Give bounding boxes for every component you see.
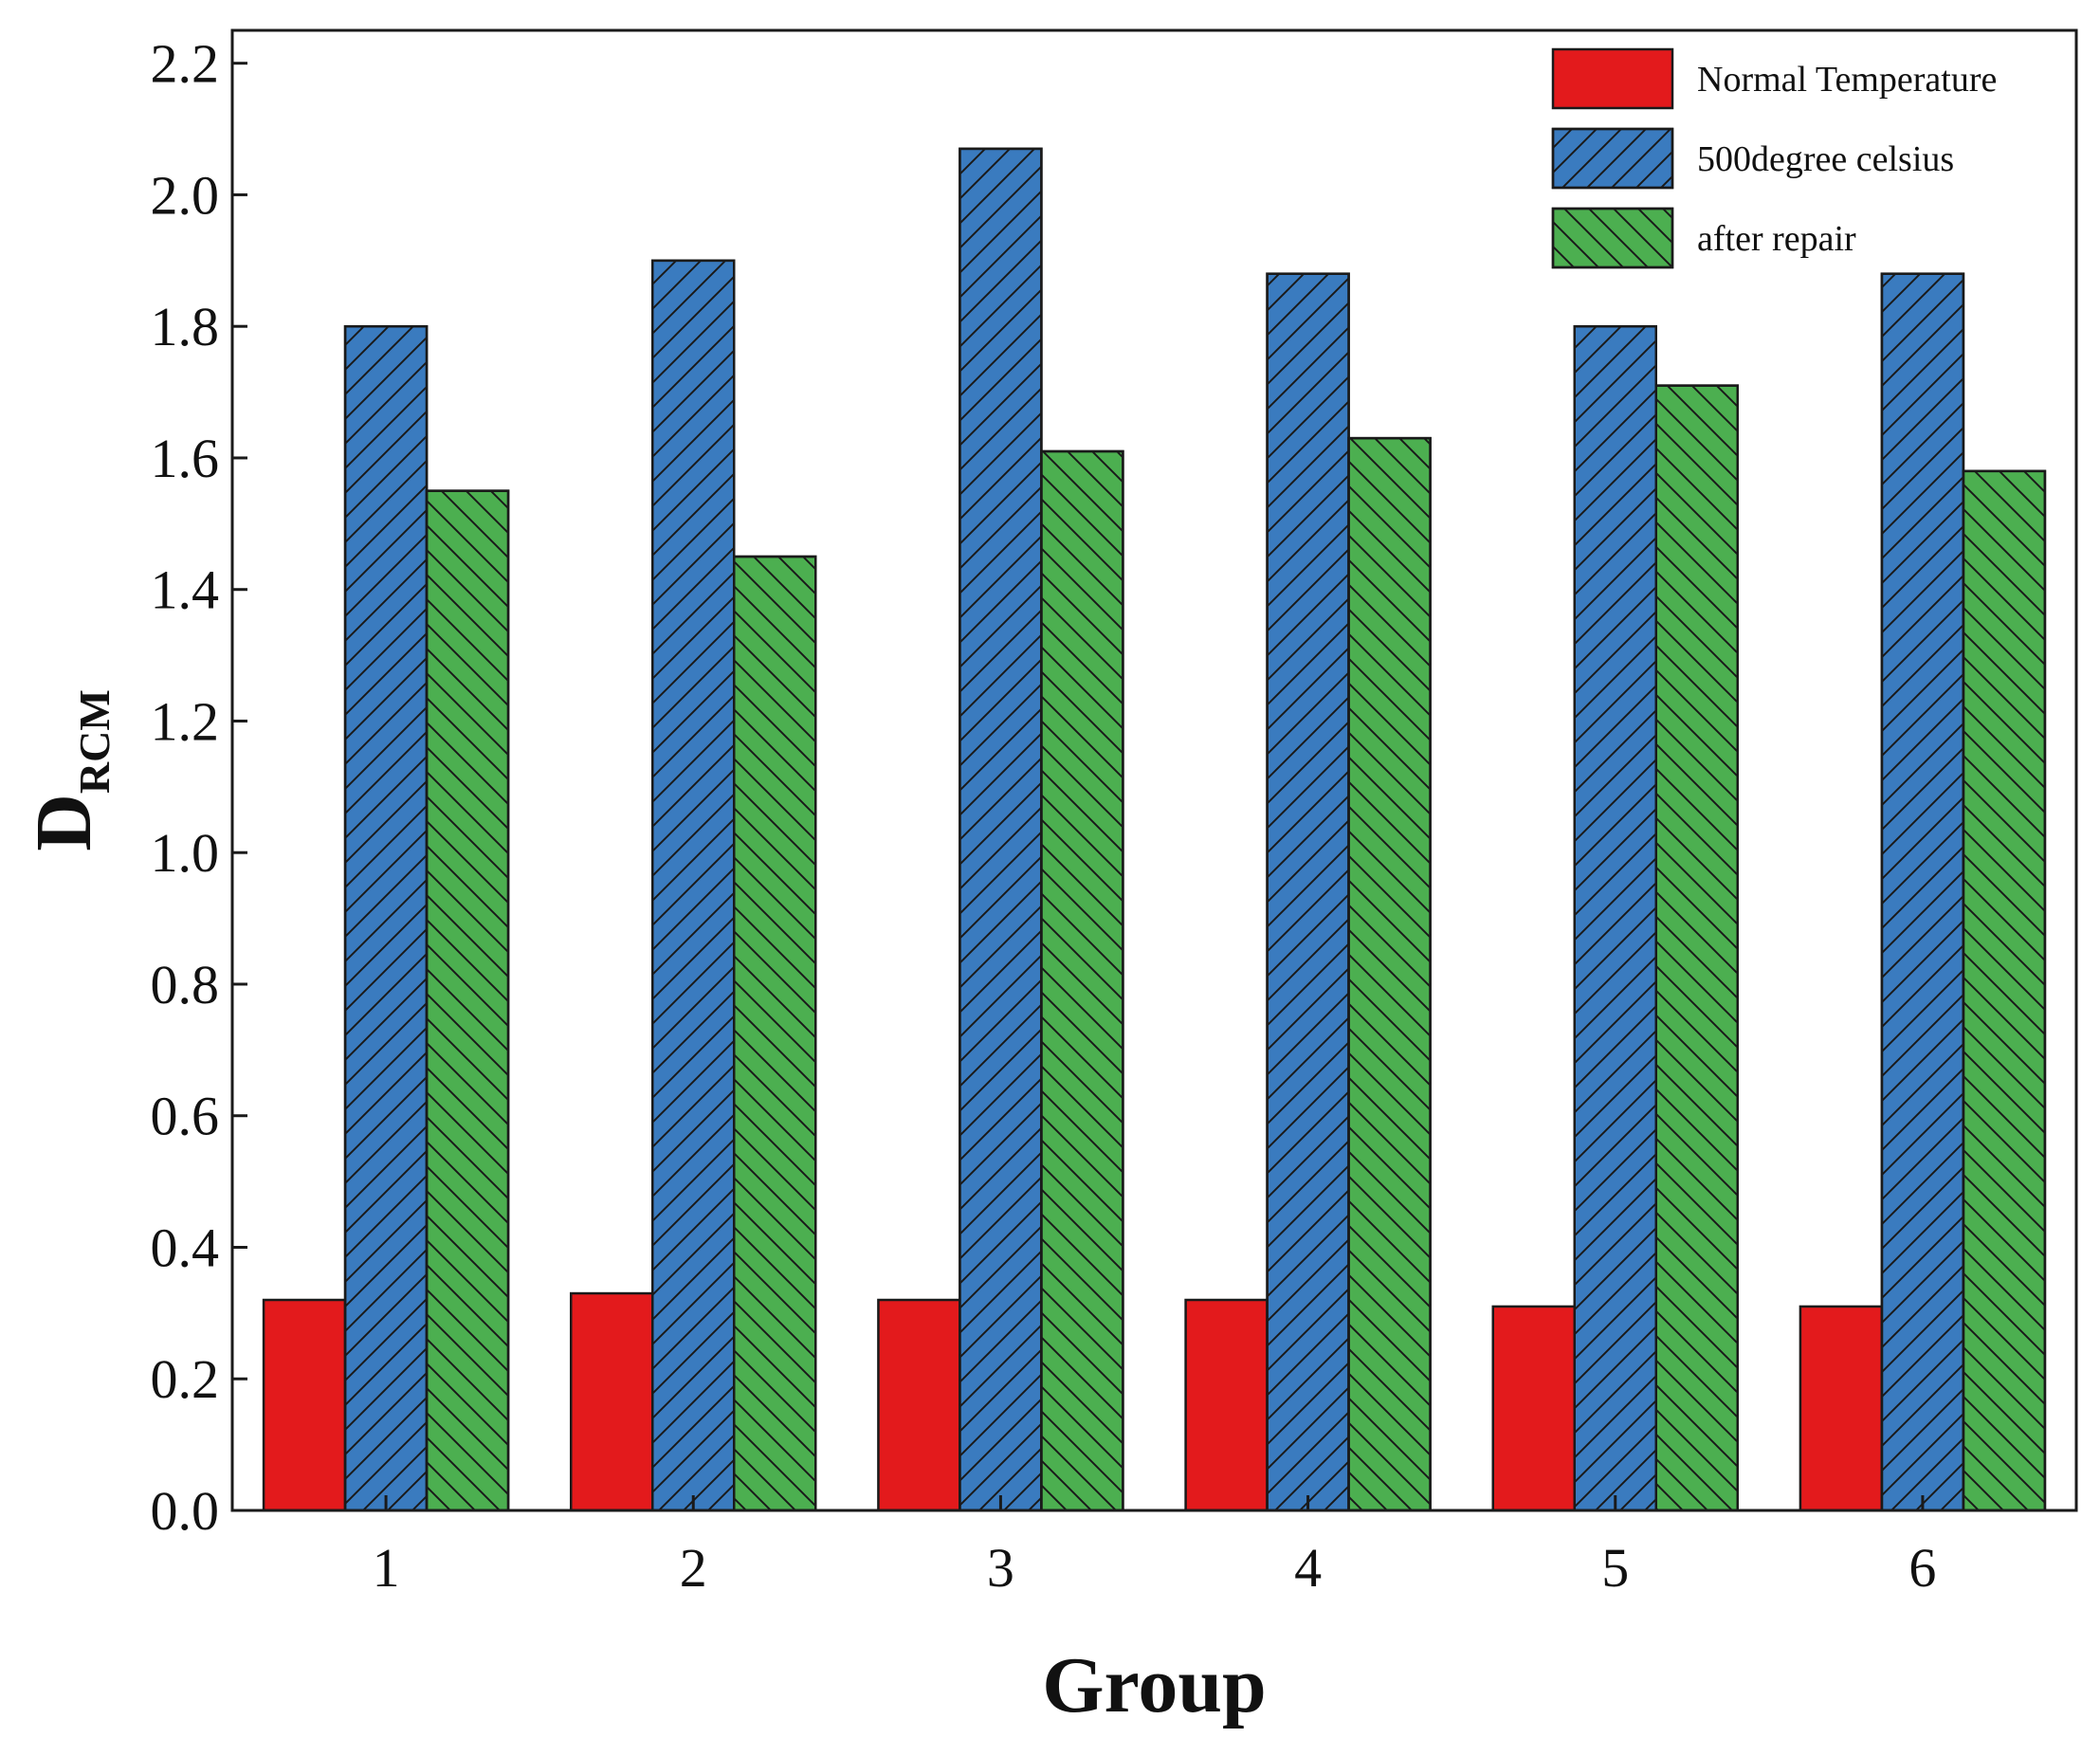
x-tick-label-4: 4: [1294, 1537, 1322, 1599]
legend-label-after-repair: after repair: [1697, 219, 1856, 259]
bar-normal-temperature-group-2: [570, 1291, 654, 1512]
y-axis-title: DRCM: [20, 689, 119, 851]
plot-frame: [230, 28, 2078, 1512]
y-tick-label-1.6: 1.6: [151, 428, 220, 489]
bar-normal-temperature-group-3: [877, 1298, 961, 1512]
legend-swatch-after-repair-hatch: [1551, 207, 1674, 269]
legend-label-normal-temperature: Normal Temperature: [1697, 60, 1997, 100]
y-tick-label-0.6: 0.6: [151, 1086, 220, 1147]
y-axis-title-main: D: [20, 794, 108, 851]
bar-500degree-celsius-group-3-hatch: [959, 147, 1043, 1512]
y-tick-label-2.2: 2.2: [151, 33, 220, 95]
y-tick-label-1.4: 1.4: [151, 559, 220, 621]
bar-after-repair-group-2-hatch: [733, 555, 817, 1512]
bar-after-repair-group-1-hatch: [425, 489, 510, 1512]
y-tick-label-1.0: 1.0: [151, 822, 220, 884]
bars-layer: [262, 147, 2047, 1512]
legend: Normal Temperature 500degree celsius after…: [1551, 47, 1997, 269]
legend-swatch-500degree-celsius-hatch: [1551, 127, 1674, 190]
bar-after-repair-group-5-hatch: [1654, 384, 1739, 1512]
x-tick-label-2: 2: [680, 1537, 707, 1599]
legend-label-500degree-celsius: 500degree celsius: [1697, 139, 1954, 179]
y-tick-label-1.8: 1.8: [151, 296, 220, 357]
x-tick-label-5: 5: [1601, 1537, 1629, 1599]
legend-swatch-normal-temperature: [1551, 47, 1674, 110]
bar-normal-temperature-group-1: [262, 1298, 347, 1512]
y-tick-label-0.8: 0.8: [151, 954, 220, 1015]
bar-normal-temperature-group-6: [1799, 1305, 1884, 1512]
y-axis-title-subscript: RCM: [70, 689, 119, 794]
y-tick-label-0.0: 0.0: [151, 1480, 220, 1542]
y-tick-label-2.0: 2.0: [151, 164, 220, 226]
bar-normal-temperature-group-4: [1184, 1298, 1269, 1512]
y-tick-label-0.2: 0.2: [151, 1348, 220, 1410]
bar-500degree-celsius-group-1-hatch: [343, 324, 429, 1512]
bar-after-repair-group-4-hatch: [1347, 436, 1432, 1512]
bar-after-repair-group-6-hatch: [1962, 469, 2047, 1512]
x-tick-label-6: 6: [1908, 1537, 1936, 1599]
bar-500degree-celsius-group-2-hatch: [651, 259, 736, 1512]
bar-normal-temperature-group-5: [1491, 1305, 1576, 1512]
bar-after-repair-group-3-hatch: [1040, 449, 1124, 1512]
y-tick-label-1.2: 1.2: [151, 690, 220, 752]
y-tick-label-0.4: 0.4: [151, 1216, 220, 1278]
axes-layer: 0.0 0.2 0.4 0.6 0.8 1.0 1.2 1.4 1.6 1.8 2.0 2.2 1 2 3 4…: [151, 28, 2078, 1599]
bar-500degree-celsius-group-6-hatch: [1880, 272, 1965, 1512]
bar-500degree-celsius-group-5-hatch: [1573, 324, 1657, 1512]
x-tick-label-3: 3: [987, 1537, 1014, 1599]
x-axis-title: Group: [1042, 1641, 1267, 1729]
x-tick-label-1: 1: [373, 1537, 400, 1599]
bar-500degree-celsius-group-4-hatch: [1266, 272, 1350, 1512]
